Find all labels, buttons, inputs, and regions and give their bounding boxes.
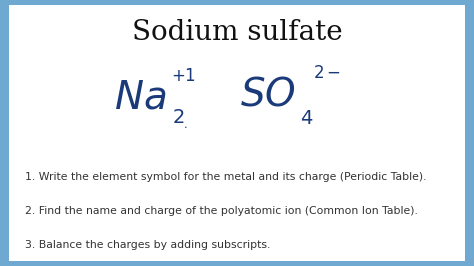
Text: 1. Write the element symbol for the metal and its charge (Periodic Table).: 1. Write the element symbol for the meta…: [25, 172, 426, 182]
Text: $\it{SO}$: $\it{SO}$: [240, 76, 296, 113]
Text: 3. Balance the charges by adding subscripts.: 3. Balance the charges by adding subscri…: [25, 240, 270, 250]
Text: $\it{4}$: $\it{4}$: [300, 109, 313, 128]
Text: Sodium sulfate: Sodium sulfate: [132, 19, 342, 46]
Text: $\it{2}$: $\it{2}$: [172, 107, 184, 127]
Text: $\it{Na}$: $\it{Na}$: [114, 78, 166, 116]
Text: $\it{2-}$: $\it{2-}$: [313, 64, 341, 82]
Text: 2. Find the name and charge of the polyatomic ion (Common Ion Table).: 2. Find the name and charge of the polya…: [25, 206, 418, 217]
Text: $\it{+1}$: $\it{+1}$: [172, 67, 196, 85]
Text: $\cdot$: $\cdot$: [182, 121, 187, 131]
